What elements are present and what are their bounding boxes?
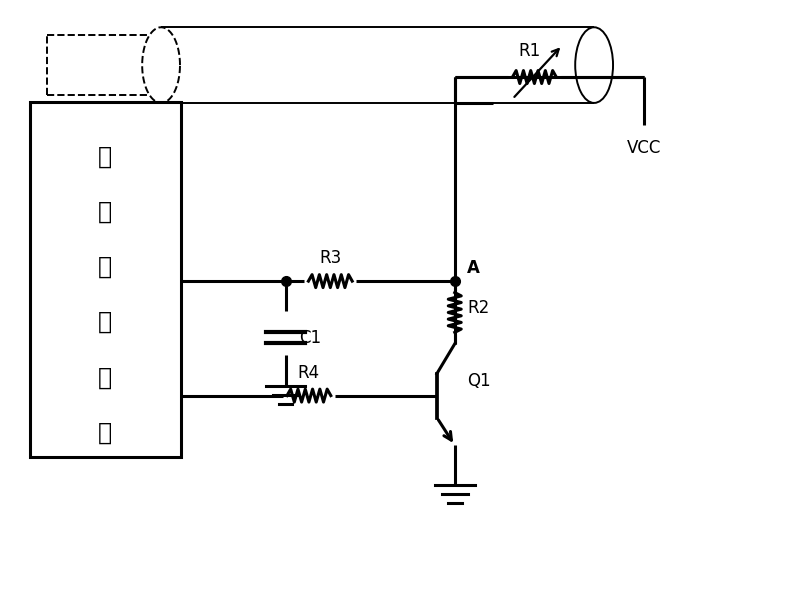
Text: R1: R1: [518, 42, 541, 60]
Text: R2: R2: [468, 299, 490, 317]
Text: VCC: VCC: [626, 139, 661, 156]
Text: 电: 电: [98, 365, 112, 389]
Bar: [30, 102, 181, 457]
Text: A: A: [466, 259, 479, 277]
Text: 理: 理: [98, 255, 112, 279]
Text: 微: 微: [98, 145, 112, 169]
Text: R4: R4: [298, 363, 320, 382]
Text: 器: 器: [98, 310, 112, 334]
Text: C1: C1: [299, 329, 322, 347]
Text: R3: R3: [319, 249, 342, 267]
Text: 路: 路: [98, 421, 112, 444]
Text: 处: 处: [98, 200, 112, 224]
Text: Q1: Q1: [466, 371, 490, 390]
